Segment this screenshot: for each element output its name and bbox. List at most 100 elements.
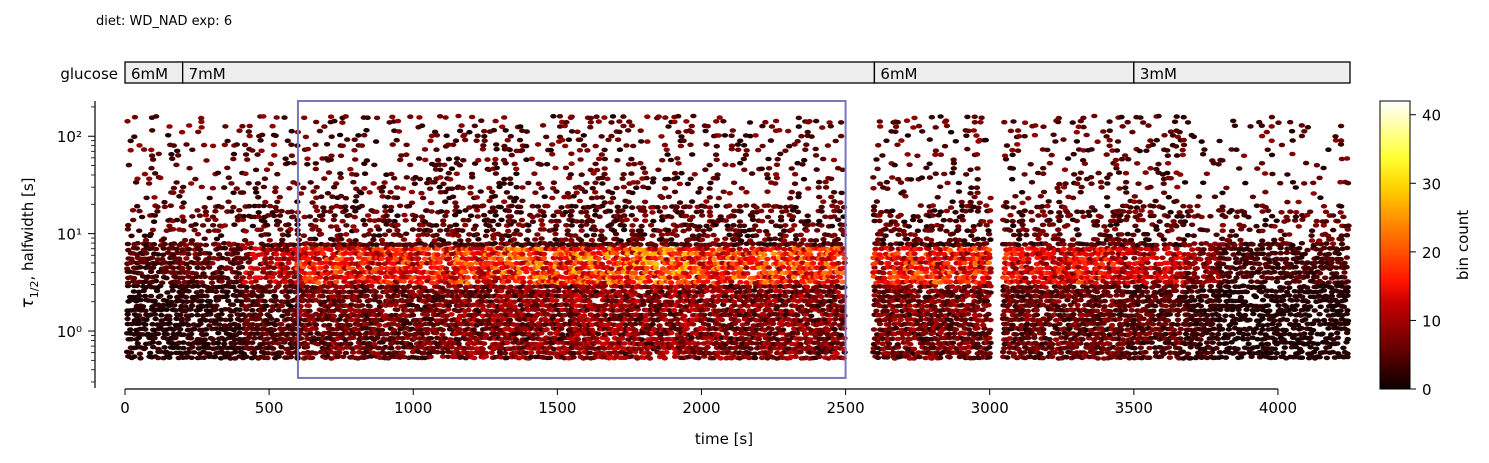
hexbin-cell (664, 152, 671, 157)
hexbin-cell (192, 222, 199, 227)
hexbin-cell (678, 134, 685, 139)
hexbin-cell (456, 209, 463, 214)
hexbin-cell (473, 138, 480, 143)
hexbin-cell (421, 256, 429, 262)
hexbin-cell (355, 298, 363, 304)
hexbin-cell (312, 322, 320, 328)
hexbin-cell (209, 337, 216, 342)
hexbin-cell (221, 223, 229, 228)
hexbin-cell (422, 157, 429, 163)
hexbin-cell (343, 232, 350, 237)
hexbin-cell (149, 265, 157, 271)
hexbin-cell (578, 219, 585, 224)
hexbin-cell (391, 176, 398, 181)
hexbin-cell (664, 176, 672, 182)
hexbin-cell (247, 270, 255, 276)
hexbin-cell (649, 210, 656, 215)
hexbin-cell (523, 269, 530, 275)
hexbin-cell (164, 290, 171, 295)
hexbin-cell (427, 354, 434, 360)
hexbin-cell (124, 316, 131, 322)
hexbin-cell (206, 299, 214, 304)
hexbin-cell (238, 264, 246, 270)
hexbin-cell (456, 128, 464, 134)
hexbin-cell (301, 115, 308, 121)
hexbin-cell (321, 176, 328, 181)
hexbin-cell (385, 228, 393, 234)
hexbin-cell (370, 237, 377, 242)
hexbin-cell (598, 195, 606, 200)
hexbin-cell (223, 293, 231, 299)
hexbin-cell (676, 200, 684, 205)
hexbin-cell (522, 265, 530, 271)
hexbin-cell (448, 186, 456, 191)
hexbin-cell (364, 115, 371, 120)
hexbin-cell (339, 120, 346, 125)
hexbin-cell (197, 242, 204, 248)
hexbin-cell (438, 209, 445, 214)
hexbin-cell (389, 114, 396, 120)
hexbin-cell (511, 161, 518, 167)
hexbin-cell (173, 180, 180, 185)
hexbin-cell (629, 190, 636, 196)
hexbin-cell (231, 222, 238, 227)
hexbin-cell (136, 351, 144, 357)
hexbin-cell (519, 275, 526, 281)
hexbin-cell (395, 331, 402, 336)
hexbin-cell (436, 228, 444, 233)
hexbin-cell (643, 265, 650, 271)
hexbin-cell (512, 195, 520, 201)
hexbin-cell (556, 114, 564, 119)
hexbin-cell (139, 304, 147, 309)
hexbin-cell (337, 171, 344, 176)
hexbin-cell (242, 152, 250, 157)
hexbin-cell (288, 142, 295, 148)
hexbin-cell (219, 255, 226, 261)
hexbin-cell (504, 279, 512, 284)
hexbin-cell (642, 218, 649, 224)
hexbin-cell (407, 162, 414, 168)
hexbin-cell (643, 175, 650, 181)
hexbin-cell (330, 217, 337, 223)
hexbin-cell (282, 156, 289, 161)
hexbin-cell (273, 252, 280, 257)
hexbin-cell (274, 171, 281, 177)
hexbin-cell (375, 227, 383, 232)
hexbin-cell (641, 170, 649, 175)
hexbin-cell (149, 340, 156, 345)
hexbin-cell (358, 203, 365, 209)
hexbin-cell (178, 317, 185, 323)
hexbin-cell (161, 345, 168, 350)
hexbin-cell (135, 313, 143, 318)
hexbin-cell (640, 165, 647, 171)
hexbin-cell (505, 208, 513, 214)
hexbin-cell (295, 237, 303, 243)
hexbin-cell (143, 317, 150, 323)
hexbin-cell (149, 321, 156, 327)
hexbin-cell (233, 251, 241, 256)
hexbin-cell (361, 222, 369, 228)
hexbin-cell (581, 294, 588, 299)
hexbin-cell (267, 260, 275, 265)
hexbin-cell (312, 217, 319, 223)
hexbin-cell (661, 142, 669, 148)
hexbin-cell (339, 218, 346, 224)
hexbin-cell (375, 261, 383, 267)
hexbin-cell (455, 233, 462, 238)
hexbin-cell (384, 195, 392, 200)
hexbin-cell (629, 228, 636, 234)
hexbin-cell (377, 294, 384, 300)
hexbin-cell (540, 255, 548, 261)
hexbin-cell (511, 304, 518, 309)
hexbin-cell (227, 313, 234, 319)
hexbin-cell (498, 217, 505, 223)
hexbin-cell (442, 266, 450, 271)
hexbin-cell (540, 227, 547, 232)
hexbin-cell (632, 217, 639, 223)
hexbin-cell (322, 264, 330, 270)
hexbin-cell (154, 252, 162, 257)
hexbin-cell (468, 114, 476, 120)
hexbin-cell (617, 275, 624, 280)
hexbin-cell (668, 330, 675, 336)
hexbin-cell (266, 284, 273, 289)
